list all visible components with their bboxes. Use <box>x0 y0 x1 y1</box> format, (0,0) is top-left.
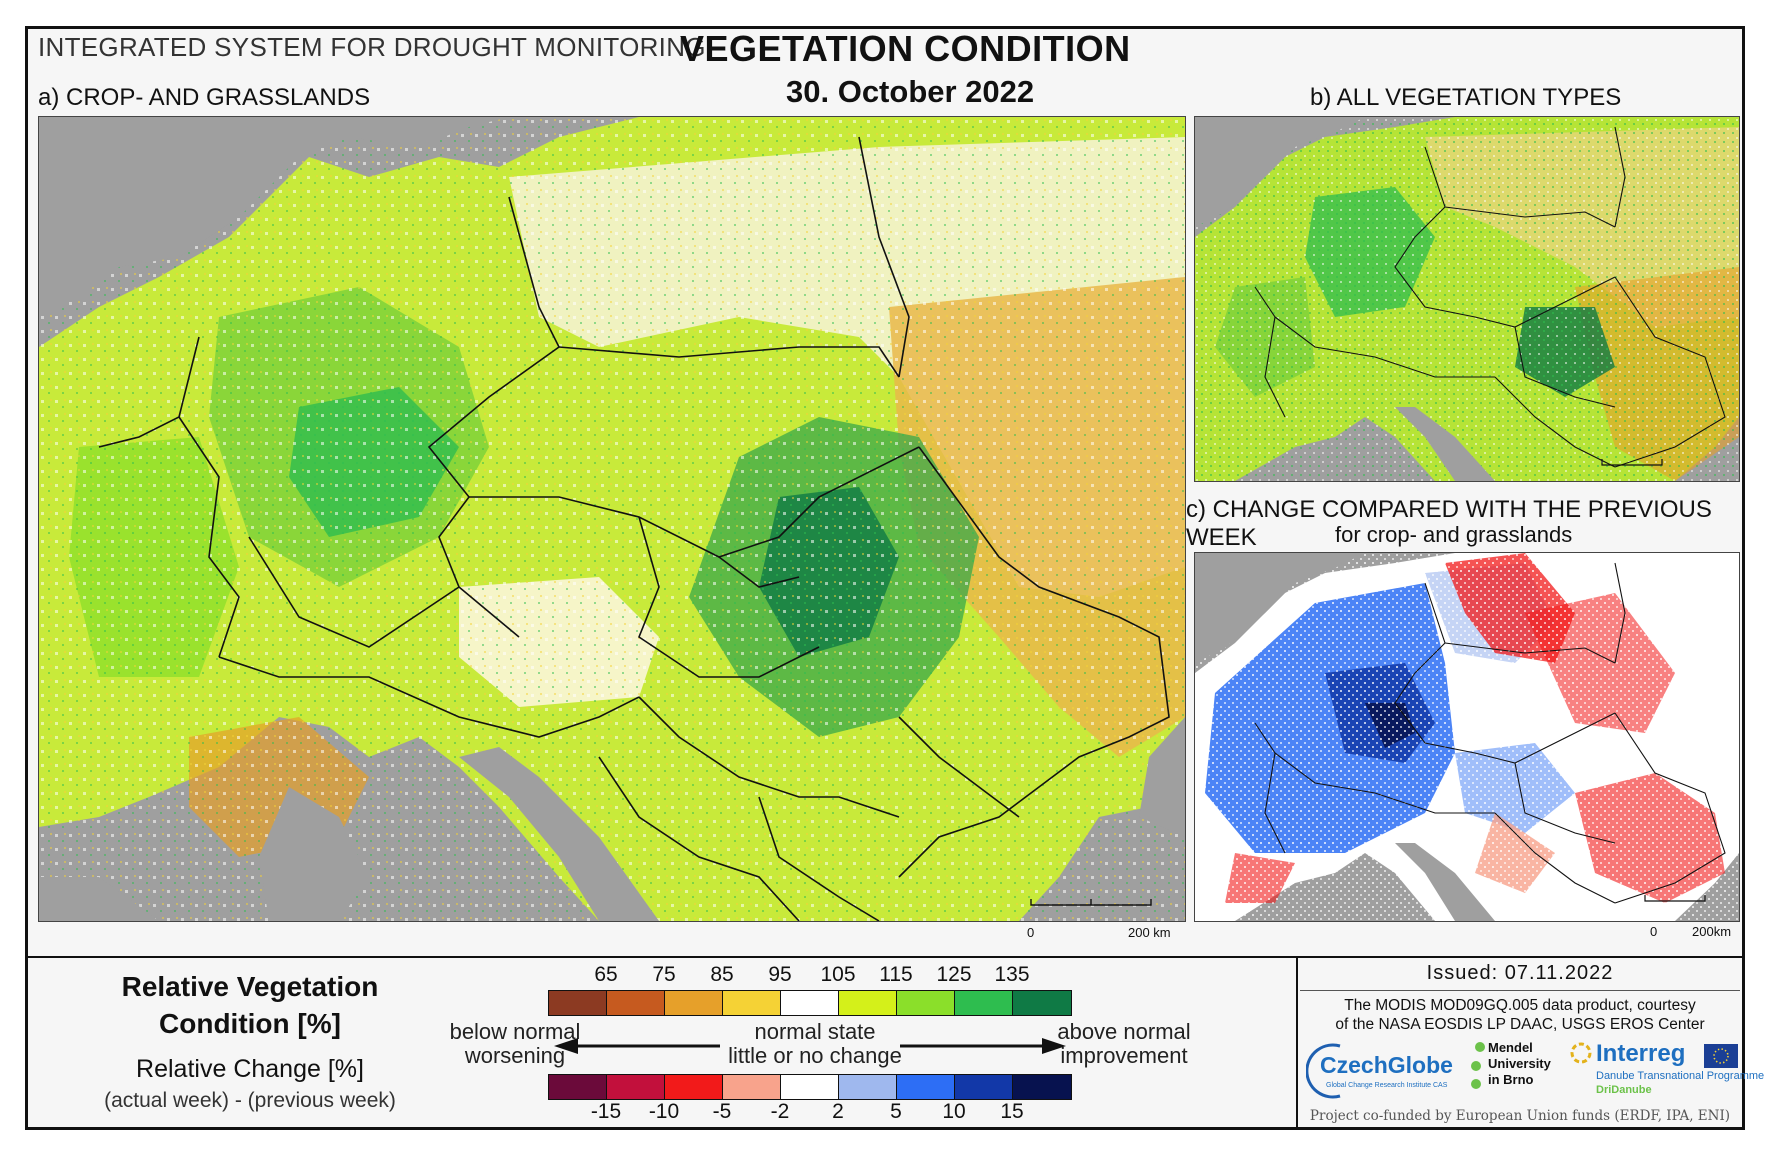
czechglobe-arc-icon <box>1306 1043 1341 1099</box>
below-normal-label: below normal worsening <box>449 1019 581 1068</box>
tick-label: 5 <box>890 1100 902 1123</box>
condition-swatch <box>723 991 781 1015</box>
tick-label: -10 <box>648 1100 680 1123</box>
tick-label: -5 <box>712 1100 732 1123</box>
tick-label: 10 <box>942 1100 966 1123</box>
section-c-sublabel: for crop- and grasslands <box>1335 522 1573 547</box>
interreg-swirl-icon <box>1570 1042 1592 1064</box>
tick-label: 2 <box>832 1100 844 1123</box>
change-swatch <box>665 1075 723 1099</box>
change-swatch <box>549 1075 607 1099</box>
czechglobe-logo: CzechGlobe Global Change Research Instit… <box>1306 1042 1466 1100</box>
map-crop-grasslands <box>38 116 1186 922</box>
normal-state-label: normal state little or no change <box>728 1019 902 1068</box>
tick-label: 135 <box>994 963 1030 986</box>
tick-label: 115 <box>879 963 913 986</box>
system-title: INTEGRATED SYSTEM FOR DROUGHT MONITORING <box>38 32 706 62</box>
eu-flag-icon <box>1704 1044 1738 1068</box>
scalebar-a-end: 200 km <box>1128 925 1171 940</box>
map-weekly-change <box>1194 552 1740 922</box>
change-colorbar <box>548 1074 1072 1100</box>
scalebar-c-zero: 0 <box>1650 924 1658 939</box>
tick-label: -2 <box>770 1100 790 1123</box>
footer-divider <box>1296 958 1298 1130</box>
tick-label: -15 <box>590 1100 622 1123</box>
change-swatch <box>897 1075 955 1099</box>
mendel-dots-icon <box>1471 1042 1485 1089</box>
condition-swatch <box>955 991 1013 1015</box>
main-title: VEGETATION CONDITION <box>680 28 1131 69</box>
arrow-right-icon <box>900 1038 1066 1054</box>
change-formula: (actual week) - (previous week) <box>104 1089 396 1112</box>
section-c-label: c) CHANGE COMPARED WITH THE PREVIOUS WEE… <box>1186 496 1712 551</box>
tick-label: 85 <box>710 963 734 986</box>
condition-swatch <box>607 991 665 1015</box>
condition-swatch <box>781 991 839 1015</box>
above-normal-label: above normal improvement <box>1057 1019 1191 1068</box>
data-credit: The MODIS MOD09GQ.005 data product, cour… <box>1335 997 1705 1033</box>
date-label: 30. October 2022 <box>786 74 1035 109</box>
map-all-vegetation <box>1194 116 1740 482</box>
tick-label: 15 <box>1000 1100 1024 1123</box>
change-swatch <box>607 1075 665 1099</box>
issued-divider <box>1300 990 1740 991</box>
condition-swatch <box>839 991 897 1015</box>
issued-date: Issued: 07.11.2022 <box>1426 962 1614 984</box>
change-swatch <box>839 1075 897 1099</box>
legend-title: Relative Vegetation Condition [%] <box>121 971 379 1039</box>
arrow-left-icon <box>554 1038 720 1054</box>
scalebar-a <box>1029 897 1179 921</box>
tick-label: 75 <box>652 963 676 986</box>
change-title: Relative Change [%] <box>136 1055 364 1083</box>
scalebar-b <box>1600 457 1670 473</box>
condition-swatch <box>549 991 607 1015</box>
scalebar-c-end: 200km <box>1692 924 1732 939</box>
legend-divider <box>28 956 1742 958</box>
condition-colorbar <box>548 990 1072 1016</box>
change-swatch <box>955 1075 1013 1099</box>
change-swatch <box>723 1075 781 1099</box>
scalebar-a-zero: 0 <box>1027 925 1035 940</box>
tick-label: 65 <box>594 963 618 986</box>
condition-swatch <box>897 991 955 1015</box>
section-a-label: a) CROP- AND GRASSLANDS <box>38 84 371 111</box>
scalebar-c <box>1643 893 1713 909</box>
tick-label: 105 <box>820 963 856 986</box>
tick-label: 125 <box>936 963 972 986</box>
tick-label: 95 <box>768 963 792 986</box>
condition-swatch <box>1013 991 1071 1015</box>
section-b-label: b) ALL VEGETATION TYPES <box>1310 84 1622 111</box>
condition-swatch <box>665 991 723 1015</box>
change-swatch <box>781 1075 839 1099</box>
change-swatch <box>1013 1075 1071 1099</box>
cofunding-note: Project co-funded by European Union fund… <box>1309 1108 1731 1124</box>
